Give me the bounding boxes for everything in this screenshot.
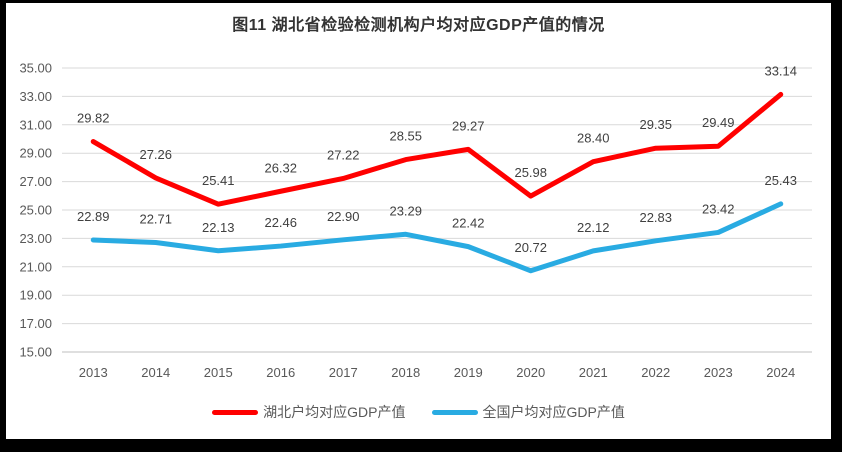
data-label: 22.42	[452, 216, 485, 231]
data-label: 28.55	[389, 129, 422, 144]
hubei-series-swatch	[212, 409, 259, 415]
x-tick-label: 2023	[704, 365, 733, 380]
x-tick-label: 2024	[766, 365, 795, 380]
chart-title: 图11 湖北省检验检测机构户均对应GDP产值的情况	[232, 17, 605, 34]
chart-legend: 湖北户均对应GDP产值 全国户均对应GDP产值	[6, 402, 831, 422]
data-label: 22.12	[577, 220, 610, 235]
hubei-series-line	[90, 91, 784, 207]
data-label: 29.49	[702, 115, 735, 130]
data-label: 28.40	[577, 131, 610, 146]
national-series-swatch	[431, 409, 478, 415]
national-series-label: 全国户均对应GDP产值	[482, 404, 625, 420]
data-label: 25.41	[202, 173, 235, 188]
x-tick-label: 2020	[516, 365, 545, 380]
x-tick-label: 2016	[266, 365, 295, 380]
hubei-series-label: 湖北户均对应GDP产值	[263, 404, 406, 420]
x-tick-label: 2022	[641, 365, 670, 380]
y-tick-label: 31.00	[19, 117, 52, 132]
line-chart-plot-area: 35.00 33.00 31.00 29.00 27.00 25.00 23.00 21.00…	[19, 61, 812, 380]
data-label: 22.89	[77, 209, 110, 224]
data-label: 27.22	[327, 147, 360, 162]
x-tick-label: 2021	[579, 365, 608, 380]
x-tick-label: 2017	[329, 365, 358, 380]
x-tick-label: 2018	[391, 365, 420, 380]
y-tick-label: 33.00	[19, 89, 52, 104]
x-tick-label: 2019	[454, 365, 483, 380]
data-label: 25.43	[764, 173, 797, 188]
y-tick-label: 17.00	[19, 316, 52, 331]
data-label: 33.14	[764, 63, 797, 78]
y-tick-label: 29.00	[19, 146, 52, 161]
data-label: 27.26	[139, 147, 172, 162]
data-label: 23.29	[389, 203, 422, 218]
x-tick-label: 2014	[141, 365, 170, 380]
y-tick-label: 27.00	[19, 174, 52, 189]
y-tick-label: 21.00	[19, 259, 52, 274]
legend-item-hubei: 湖北户均对应GDP产值	[212, 402, 406, 422]
x-tick-label: 2015	[204, 365, 233, 380]
data-label: 29.82	[77, 111, 110, 126]
y-tick-label: 15.00	[19, 345, 52, 360]
y-tick-label: 23.00	[19, 231, 52, 246]
data-label: 22.13	[202, 220, 235, 235]
data-label: 29.27	[452, 118, 485, 133]
x-tick-label: 2013	[79, 365, 108, 380]
y-tick-label: 35.00	[19, 61, 52, 76]
national-series-line	[90, 201, 784, 274]
data-label: 22.83	[639, 210, 672, 225]
data-label: 22.46	[264, 215, 297, 230]
data-label: 25.98	[514, 165, 547, 180]
legend-item-national: 全国户均对应GDP产值	[431, 402, 625, 422]
data-label: 20.72	[514, 240, 547, 255]
data-label: 29.35	[639, 117, 672, 132]
data-label: 22.71	[139, 212, 172, 227]
data-label: 22.90	[327, 209, 360, 224]
y-tick-label: 25.00	[19, 203, 52, 218]
data-label: 23.42	[702, 201, 735, 216]
y-tick-label: 19.00	[19, 288, 52, 303]
data-label: 26.32	[264, 160, 297, 175]
